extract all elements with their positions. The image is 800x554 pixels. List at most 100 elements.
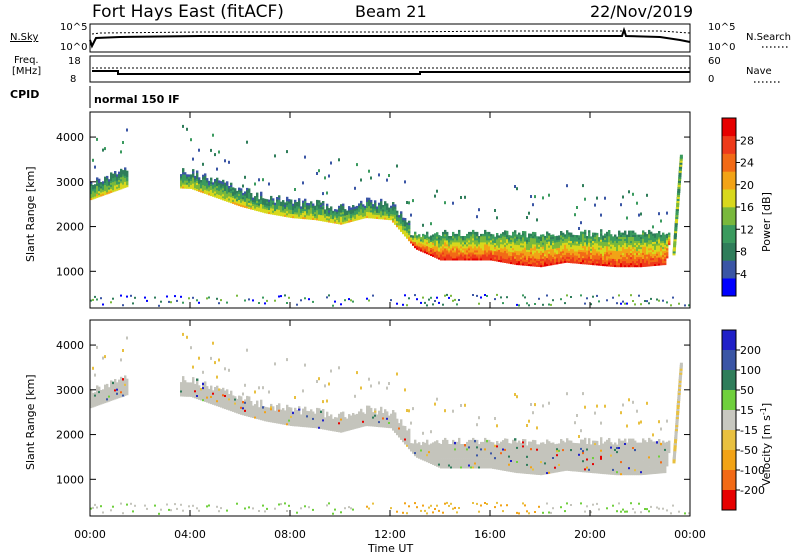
power-cell	[404, 230, 407, 233]
power-cell	[638, 244, 641, 248]
power-cell	[508, 257, 511, 260]
velocity-cell	[310, 409, 313, 412]
power-cell	[212, 184, 215, 187]
power-cell	[104, 176, 107, 179]
power-cell	[262, 178, 264, 182]
velocity-cell	[94, 402, 97, 405]
power-cell	[630, 242, 633, 246]
power-cell	[202, 176, 205, 180]
velocity-cell	[338, 427, 341, 431]
velocity-cell	[426, 449, 429, 453]
power-cell	[324, 211, 327, 214]
power-cell	[446, 242, 449, 245]
power-cell	[472, 254, 475, 257]
power-cell	[302, 216, 305, 220]
velocity-cell	[450, 462, 453, 465]
power-cell	[584, 237, 587, 241]
power-cell	[506, 230, 509, 234]
power-cell	[286, 206, 289, 210]
velocity-cell	[218, 358, 220, 362]
power-cell	[266, 211, 269, 214]
power-cell	[242, 204, 245, 208]
power-cell	[250, 203, 253, 206]
velocity-cell	[208, 396, 211, 400]
power-cell	[566, 238, 569, 241]
velocity-cell	[328, 422, 331, 425]
power-cell	[632, 256, 635, 260]
power-cell	[112, 189, 115, 193]
power-cell	[158, 304, 160, 307]
power-cell	[628, 240, 631, 244]
velocity-cell	[352, 421, 355, 424]
power-cell	[474, 236, 477, 239]
power-cell	[616, 250, 619, 254]
velocity-cell	[188, 386, 191, 389]
power-cell	[614, 256, 617, 260]
power-cell	[504, 230, 507, 233]
power-cell	[506, 246, 509, 250]
power-cell	[318, 210, 321, 213]
power-cell	[224, 159, 226, 163]
power-cell	[94, 190, 97, 193]
velocity-cell	[452, 450, 455, 453]
power-cell	[650, 261, 653, 265]
power-cell	[646, 258, 649, 261]
velocity-cell	[98, 394, 101, 398]
power-cell	[392, 206, 395, 209]
velocity-cell	[322, 400, 324, 404]
power-cell	[638, 258, 641, 262]
power-cell	[352, 207, 355, 210]
power-cell	[616, 246, 619, 250]
velocity-cell	[266, 407, 269, 410]
power-cell	[430, 241, 433, 244]
power-cell	[284, 208, 287, 211]
velocity-cell	[370, 407, 373, 411]
power-cell	[90, 299, 92, 302]
power-cell	[98, 188, 101, 192]
velocity-cell	[192, 365, 194, 369]
velocity-cell	[456, 456, 459, 459]
power-cell	[216, 195, 219, 199]
power-cell	[414, 245, 417, 249]
power-cell	[228, 186, 231, 189]
velocity-cell	[396, 420, 399, 424]
power-cell	[430, 237, 433, 240]
power-cell	[564, 234, 567, 237]
velocity-cell	[250, 405, 253, 408]
power-cell	[498, 259, 501, 262]
power-cell	[408, 228, 411, 232]
power-cell	[598, 243, 601, 246]
power-cell	[318, 206, 321, 209]
power-cell	[292, 207, 295, 211]
freq-tick-top: 18	[68, 56, 81, 67]
power-cell	[658, 241, 661, 244]
power-cell	[118, 171, 121, 174]
power-cell	[442, 240, 445, 243]
velocity-cell	[278, 413, 281, 416]
velocity-cell	[126, 384, 129, 388]
power-cell	[438, 257, 441, 260]
power-cell	[490, 258, 493, 261]
power-cell	[222, 185, 225, 189]
power-cell	[574, 239, 577, 242]
power-cell	[96, 179, 99, 182]
power-cell	[436, 254, 439, 257]
power-cell	[644, 240, 647, 243]
velocity-cell	[372, 422, 375, 425]
power-cell	[648, 264, 651, 267]
power-cell	[270, 197, 273, 201]
power-cell	[116, 188, 119, 191]
velocity-cell	[298, 420, 301, 423]
power-cell	[392, 214, 395, 217]
power-cell	[448, 254, 451, 257]
power-cell	[224, 184, 227, 187]
power-cell	[632, 230, 635, 233]
power-cell	[208, 296, 210, 299]
power-cell	[398, 221, 401, 224]
power-cell	[116, 174, 119, 177]
power-cell	[506, 232, 509, 236]
power-cell	[330, 210, 333, 213]
power-cell	[374, 210, 377, 213]
velocity-cell	[220, 403, 223, 406]
velocity-cell	[316, 420, 319, 423]
